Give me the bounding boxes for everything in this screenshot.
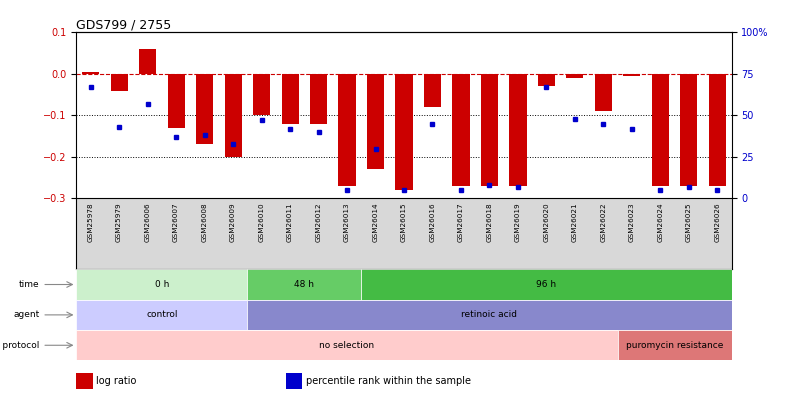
Text: GSM26025: GSM26025	[685, 202, 691, 242]
Bar	[622, 74, 640, 76]
Text: GSM26016: GSM26016	[429, 202, 435, 242]
Bar	[565, 74, 583, 78]
Text: GSM26023: GSM26023	[628, 202, 634, 242]
Text: agent: agent	[13, 310, 39, 320]
Text: time: time	[18, 280, 39, 289]
Text: GSM26017: GSM26017	[458, 202, 463, 242]
Bar	[76, 330, 617, 360]
Text: GSM26012: GSM26012	[315, 202, 321, 242]
Text: GSM26015: GSM26015	[401, 202, 406, 242]
Text: GSM26018: GSM26018	[486, 202, 492, 242]
Text: GSM26026: GSM26026	[714, 202, 719, 242]
Text: 0 h: 0 h	[154, 280, 169, 289]
Bar	[338, 74, 355, 186]
Text: GSM26022: GSM26022	[600, 202, 605, 242]
Text: GSM26010: GSM26010	[259, 202, 264, 242]
Text: GSM26021: GSM26021	[571, 202, 577, 242]
Text: GSM26006: GSM26006	[145, 202, 150, 242]
Text: GSM25979: GSM25979	[116, 202, 122, 242]
Text: puromycin resistance: puromycin resistance	[626, 341, 723, 350]
Bar	[139, 49, 156, 74]
Bar	[708, 74, 725, 186]
Text: GSM25978: GSM25978	[88, 202, 93, 242]
Bar	[76, 373, 92, 389]
Bar	[253, 74, 270, 115]
Text: 96 h: 96 h	[536, 280, 556, 289]
Text: GSM26013: GSM26013	[344, 202, 349, 242]
Bar	[82, 72, 99, 74]
Bar	[286, 373, 302, 389]
Bar	[111, 74, 128, 91]
Text: no selection: no selection	[319, 341, 374, 350]
Bar	[76, 300, 247, 330]
Text: GDS799 / 2755: GDS799 / 2755	[76, 18, 171, 31]
Bar	[361, 269, 731, 300]
Bar	[651, 74, 668, 186]
Text: GSM26007: GSM26007	[173, 202, 179, 242]
Bar	[310, 74, 327, 124]
Bar	[196, 74, 213, 145]
Bar	[679, 74, 696, 186]
Bar	[247, 300, 731, 330]
Bar	[76, 269, 247, 300]
Bar	[537, 74, 554, 86]
Text: log ratio: log ratio	[96, 376, 137, 386]
Text: 48 h: 48 h	[294, 280, 314, 289]
Bar	[452, 74, 469, 186]
Text: GSM26009: GSM26009	[230, 202, 236, 242]
Bar	[167, 74, 185, 128]
Bar	[480, 74, 497, 186]
Bar	[395, 74, 412, 190]
Text: GSM26008: GSM26008	[202, 202, 207, 242]
Bar	[594, 74, 611, 111]
Text: retinoic acid: retinoic acid	[461, 310, 517, 320]
Text: GSM26011: GSM26011	[287, 202, 292, 242]
Bar	[423, 74, 441, 107]
Text: control: control	[146, 310, 177, 320]
Bar	[281, 74, 298, 124]
Text: GSM26020: GSM26020	[543, 202, 548, 242]
Text: percentile rank within the sample: percentile rank within the sample	[305, 376, 470, 386]
Bar	[509, 74, 526, 186]
Text: GSM26019: GSM26019	[515, 202, 520, 242]
Bar	[224, 74, 242, 157]
Text: GSM26014: GSM26014	[372, 202, 378, 242]
Text: growth protocol: growth protocol	[0, 341, 39, 350]
Bar	[247, 269, 361, 300]
Bar	[617, 330, 731, 360]
Bar	[366, 74, 384, 169]
Text: GSM26024: GSM26024	[657, 202, 662, 242]
